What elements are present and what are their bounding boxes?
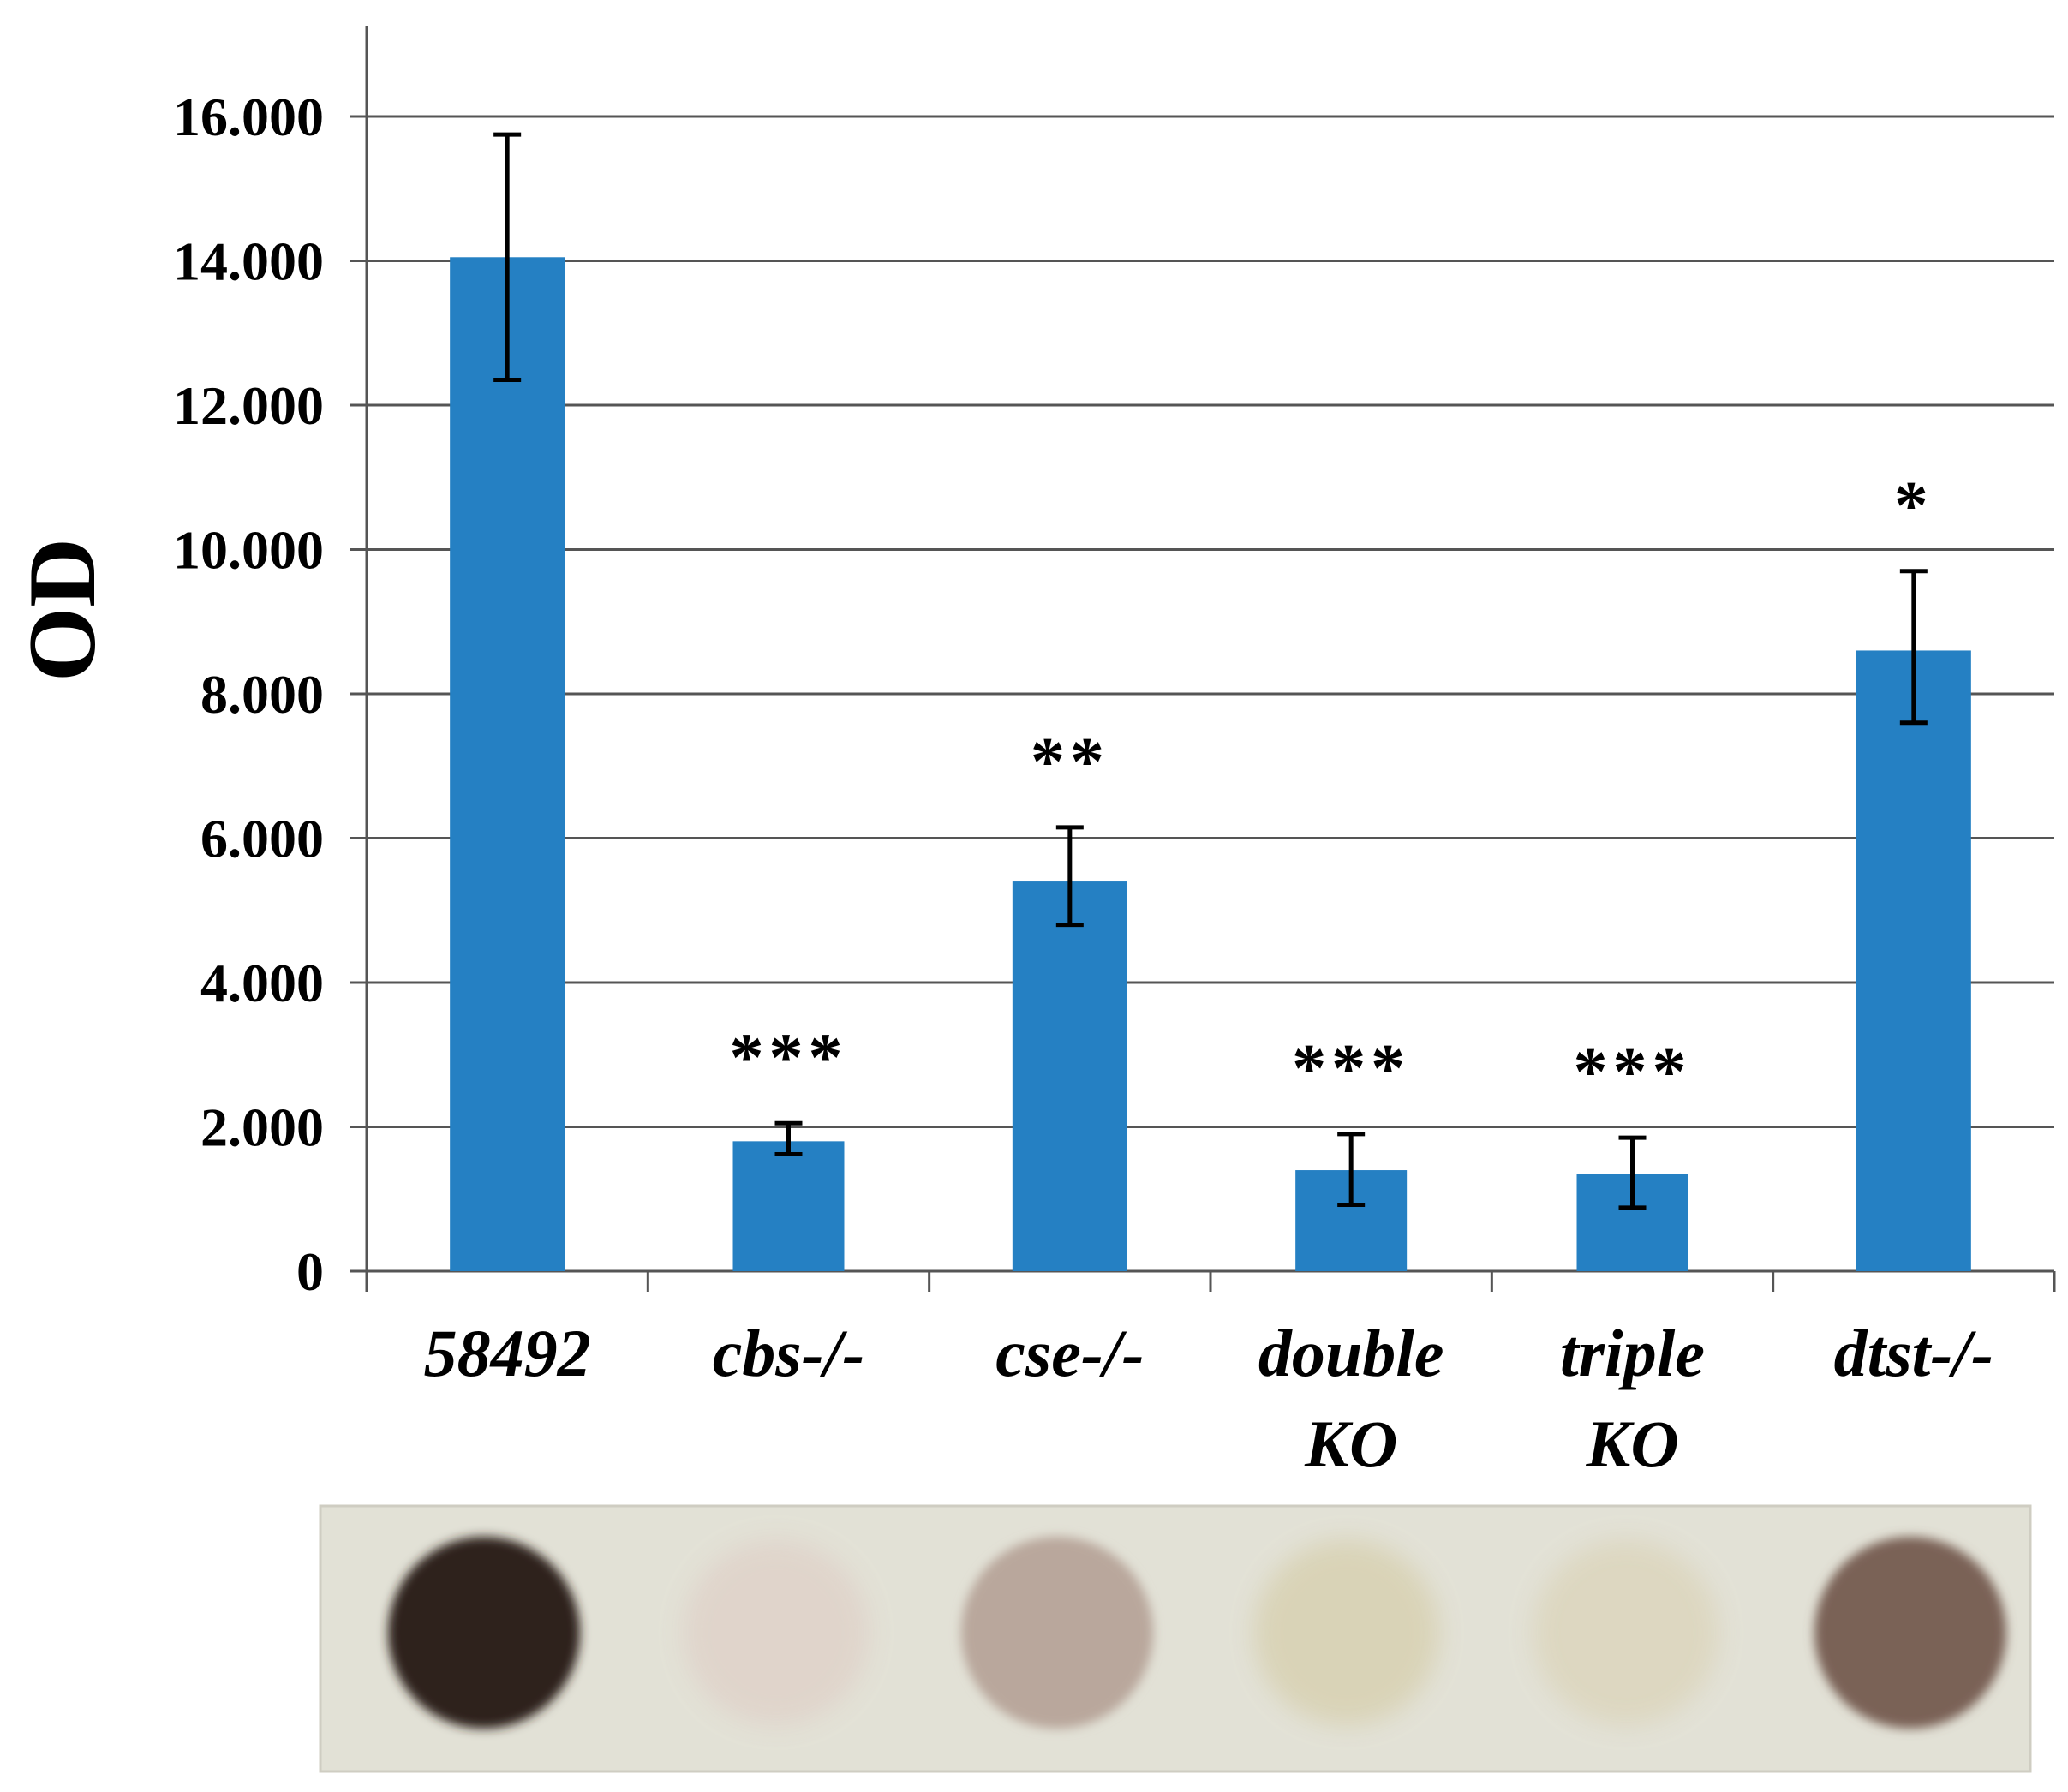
y-tick-label: 6.000 — [200, 809, 324, 869]
blot-spot — [684, 1540, 869, 1725]
significance-label: * — [1894, 469, 1934, 544]
blot-spot — [1814, 1537, 2006, 1729]
y-tick-label: 10.000 — [173, 520, 324, 581]
y-tick-label: 16.000 — [173, 87, 324, 147]
category-label: 58492 — [424, 1316, 591, 1390]
y-tick-label: 14.000 — [173, 231, 324, 292]
bar — [1856, 650, 1971, 1271]
y-tick-label: 12.000 — [173, 375, 324, 436]
y-tick-label: 4.000 — [200, 953, 324, 1013]
category-label: cbs-/- — [713, 1316, 865, 1390]
dot-blot-panel — [319, 1504, 2032, 1773]
category-label: cse-/- — [995, 1316, 1144, 1390]
bar — [450, 257, 565, 1272]
category-label: triple — [1560, 1316, 1705, 1390]
blot-spot — [388, 1537, 580, 1729]
bar — [1012, 881, 1127, 1271]
y-axis-label: OD — [9, 538, 116, 682]
significance-label: ** — [1031, 725, 1109, 800]
blot-spot — [1533, 1540, 1718, 1725]
category-label: dtst-/- — [1834, 1316, 1993, 1390]
labels: 0 2.000 4.000 6.000 8.000 10.000 12.000 14.000 1… — [173, 87, 1993, 1481]
blot-spot — [1254, 1540, 1439, 1725]
bars — [450, 132, 1971, 1272]
y-tick-label: 0 — [296, 1241, 324, 1302]
y-tick-label: 8.000 — [200, 664, 324, 725]
axes — [350, 26, 2056, 1292]
category-label: KO — [1304, 1407, 1397, 1481]
blot-spot — [961, 1537, 1153, 1729]
bar — [732, 1141, 845, 1271]
y-tick-label: 2.000 — [200, 1097, 324, 1158]
significance-label: *** — [1292, 1031, 1410, 1107]
category-label: KO — [1585, 1407, 1678, 1481]
significance-label: *** — [730, 1020, 848, 1096]
significance-label: *** — [1574, 1035, 1692, 1110]
blot-background — [319, 1504, 2032, 1773]
category-label: double — [1258, 1316, 1444, 1390]
gridlines — [367, 115, 2054, 1128]
